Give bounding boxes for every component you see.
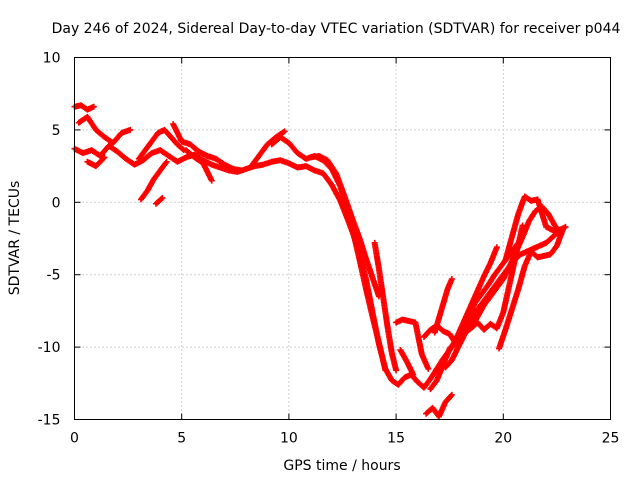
grid-lines: [74, 57, 611, 420]
y-tick-label: -15: [38, 413, 61, 429]
data-point: [101, 154, 108, 161]
x-tick-label: 15: [387, 431, 405, 447]
data-point: [425, 365, 432, 372]
y-tick-label: 5: [52, 123, 61, 139]
data-point: [447, 392, 454, 399]
series-arc-19: [448, 244, 500, 351]
y-tick-label: -5: [47, 268, 61, 284]
data-point: [208, 177, 215, 184]
x-tick-label: 10: [280, 431, 298, 447]
data-point: [393, 367, 400, 374]
data-point: [560, 225, 567, 232]
series-arc-15: [397, 346, 417, 378]
series-arc-2: [71, 142, 569, 391]
data-point: [493, 244, 500, 251]
data-point: [448, 276, 455, 283]
data-point: [179, 146, 186, 153]
data-point: [410, 371, 417, 378]
data-point: [127, 126, 134, 133]
data-points: [71, 102, 569, 420]
data-point: [90, 103, 97, 110]
data-point: [238, 167, 245, 174]
series-arc-5: [135, 126, 187, 162]
x-tick-label: 5: [177, 431, 186, 447]
series-arc-24: [502, 193, 567, 264]
data-point: [448, 391, 455, 398]
y-axis-label: SDTVAR / TECUs: [7, 181, 23, 296]
y-tick-labels: -15 -10 -5 0 5 10: [38, 51, 61, 429]
series-arc-18: [431, 276, 455, 336]
series-arc-6: [137, 158, 170, 203]
series-arc-3: [75, 113, 134, 146]
series-arc-13: [371, 239, 400, 374]
series-arc-8: [170, 121, 245, 174]
data-point: [281, 128, 288, 135]
x-tick-label: 0: [70, 431, 79, 447]
y-tick-label: -10: [38, 340, 61, 356]
x-tick-label: 20: [494, 431, 512, 447]
data-point: [158, 195, 165, 202]
y-tick-label: 10: [43, 51, 61, 67]
data-point: [382, 367, 389, 374]
x-tick-label: 25: [602, 431, 620, 447]
data-point: [100, 155, 107, 162]
x-tick-labels: 0 5 10 15 20 25: [70, 431, 619, 447]
data-point: [163, 158, 170, 165]
series-arc-12: [307, 152, 382, 300]
series-arc-1: [71, 102, 97, 113]
series-arc-11: [268, 134, 389, 374]
x-axis-label: GPS time / hours: [283, 458, 400, 474]
series-arc-23: [496, 225, 567, 352]
series-arc-9: [182, 147, 215, 184]
data-point: [159, 194, 166, 201]
series-arc-21: [423, 391, 455, 420]
axis-ticks: [74, 57, 611, 420]
series-arc-14: [393, 316, 432, 372]
plot-frame: [74, 57, 611, 420]
y-tick-label: 0: [52, 195, 61, 211]
chart-title: Day 246 of 2024, Sidereal Day-to-day VTE…: [52, 21, 621, 37]
series-arc-7: [152, 194, 166, 207]
series-arc-4: [84, 154, 108, 170]
